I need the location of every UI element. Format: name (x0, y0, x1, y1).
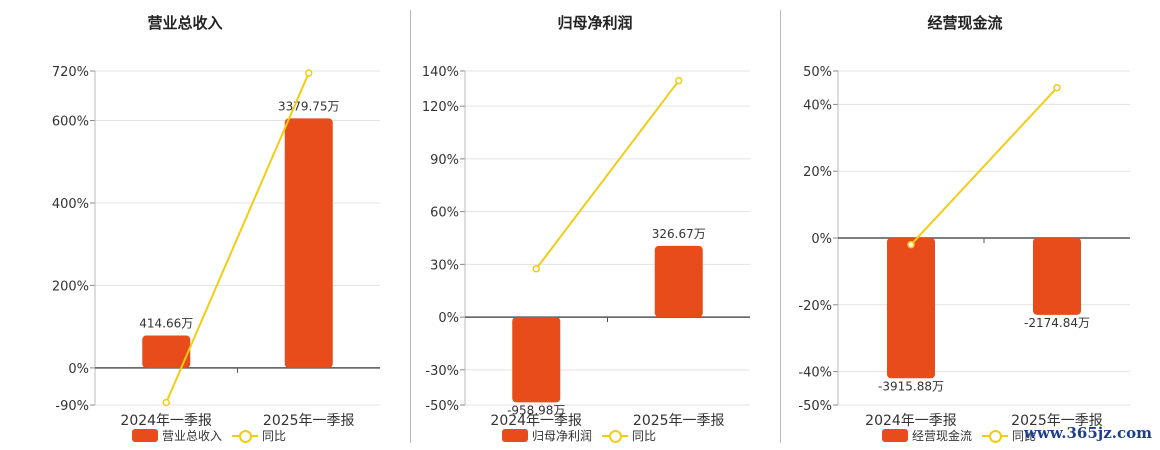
bar (284, 118, 333, 368)
yoy-point (532, 265, 540, 273)
y-tick-label: -50% (798, 399, 832, 414)
legend-line-swatch (602, 429, 629, 443)
x-tick-label: 2025年一季报 (1011, 413, 1103, 429)
y-tick-label: 50% (803, 65, 832, 80)
y-tick-label: -40% (798, 366, 832, 381)
legend-line-label: 同比 (1012, 429, 1037, 443)
legend-bar-swatch (502, 429, 528, 442)
legend-bar-label: 营业总收入 (162, 429, 223, 443)
chart-legend[interactable]: 经营现金流 同比 (882, 427, 1036, 443)
yoy-line (165, 72, 310, 403)
y-tick-label: -20% (798, 299, 832, 314)
y-tick-label: 600% (52, 114, 89, 129)
chart-panel-cash-flow: 经营现金流 50% 40% 20% 0% -20% -40% -50% 2024年一季报 202… (780, 0, 1150, 450)
legend-bar-swatch (132, 429, 158, 442)
y-tick-label: -30% (425, 364, 459, 379)
legend-line-swatch (232, 429, 259, 443)
y-tick-label: 0% (68, 362, 89, 377)
y-tick-label: 40% (803, 98, 832, 113)
yoy-point (907, 240, 915, 249)
chart-title: 营业总收入 (147, 14, 223, 32)
watermark: www.365jz.com (1024, 424, 1152, 442)
chart-svg: 50% 40% 20% 0% -20% -40% -50% 2024年一季报 2025年一季报 -… (798, 65, 1130, 429)
y-tick-label: 720% (52, 65, 89, 80)
chart-title: 归母净利润 (557, 14, 633, 32)
bar (142, 335, 191, 368)
chart-legend[interactable]: 营业总收入 同比 (132, 427, 286, 443)
legend-bar-label: 经营现金流 (912, 429, 973, 443)
chart-svg: 140% 120% 90% 60% 30% 0% -30% -50% 2024年一季报 2025年… (422, 65, 750, 429)
chart-legend[interactable]: 归母净利润 同比 (502, 427, 656, 443)
y-tick-label: 90% (430, 153, 459, 168)
x-tick-label: 2024年一季报 (865, 413, 957, 429)
bar-data-label: 326.67万 (652, 227, 706, 241)
panel-divider (410, 10, 411, 443)
y-tick-label: 60% (430, 206, 459, 221)
yoy-point (1053, 83, 1061, 92)
x-tick-label: 2024年一季报 (490, 413, 582, 429)
y-tick-label: 30% (430, 258, 459, 273)
y-tick-label: 200% (52, 279, 89, 294)
y-tick-label: -90% (55, 399, 89, 414)
legend-bar-label: 归母净利润 (532, 429, 593, 443)
y-tick-label: 20% (803, 165, 832, 180)
bar (1033, 238, 1081, 315)
yoy-line (910, 87, 1058, 246)
x-tick-label: 2025年一季报 (263, 413, 355, 429)
legend-bar-swatch (882, 429, 908, 442)
x-tick-label: 2025年一季报 (633, 413, 725, 429)
bar-data-label: -958.98万 (507, 403, 565, 417)
x-tick-label: 2024年一季报 (120, 413, 212, 429)
chart-svg: 720% 600% 400% 200% 0% -90% 2024年一季报 2025年一季报 41… (52, 65, 380, 429)
chart-panel-revenue: 营业总收入 720% 600% 400% 200% 0% -90% 2024年一季报 2025… (0, 0, 380, 450)
y-tick-label: -50% (425, 399, 459, 414)
yoy-line (535, 80, 680, 270)
y-tick-label: 0% (438, 311, 459, 326)
bar (654, 245, 703, 318)
bar-data-label: 3379.75万 (278, 99, 340, 113)
bar (887, 238, 935, 379)
y-tick-label: 120% (422, 100, 459, 115)
yoy-point (305, 69, 313, 77)
legend-line-label: 同比 (632, 429, 657, 443)
legend-line-label: 同比 (262, 429, 287, 443)
yoy-point (162, 398, 170, 407)
bar-data-label: -2174.84万 (1024, 316, 1090, 330)
legend-line-swatch (982, 429, 1009, 443)
yoy-point (675, 76, 683, 85)
y-tick-label: 140% (422, 65, 459, 80)
panel-divider (780, 10, 781, 443)
bar-data-label: 414.66万 (139, 317, 193, 331)
y-tick-label: 0% (811, 232, 832, 247)
bar-data-label: -3915.88万 (878, 379, 944, 393)
chart-title: 经营现金流 (927, 14, 1003, 32)
y-tick-label: 400% (52, 197, 89, 212)
bar (512, 317, 561, 403)
chart-panel-net-profit: 归母净利润 140% 120% 90% 60% 30% 0% -30% -50% 2024年一季… (410, 0, 780, 450)
